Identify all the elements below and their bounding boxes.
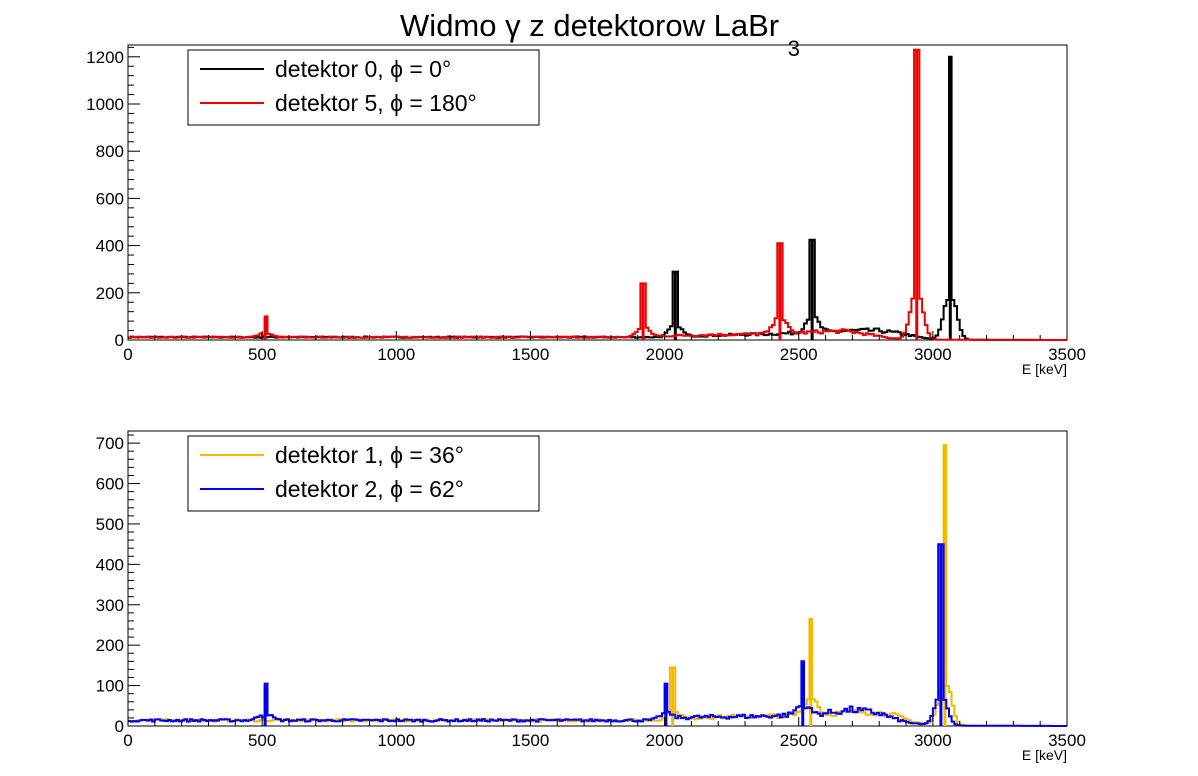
- legend-box: [187, 49, 540, 126]
- y-tick-label: 700: [96, 434, 124, 453]
- x-tick-label: 500: [248, 731, 276, 750]
- x-tick-label: 3000: [914, 345, 952, 364]
- x-tick-label: 1000: [377, 731, 415, 750]
- plot-frame: [127, 44, 1068, 341]
- x-tick-label: 3500: [1048, 731, 1086, 750]
- y-tick-label: 400: [96, 237, 124, 256]
- y-tick-label: 1200: [86, 48, 124, 67]
- x-tick-label: 1000: [377, 345, 415, 364]
- x-tick-label: 2000: [646, 731, 684, 750]
- legend-entry: detektor 2, ϕ = 62°: [275, 476, 464, 502]
- x-tick-label: 3500: [1048, 345, 1086, 364]
- legend-entry: detektor 1, ϕ = 36°: [275, 442, 464, 468]
- legend-entry: detektor 5, ϕ = 180°: [275, 90, 477, 116]
- y-tick-label: 0: [115, 331, 124, 350]
- y-tick-label: 500: [96, 515, 124, 534]
- y-tick-label: 1000: [86, 95, 124, 114]
- chart-title: Widmo γ z detektorow LaBr 3: [400, 8, 800, 61]
- x-tick-label: 3000: [914, 731, 952, 750]
- series-2-histogram: [128, 543, 1067, 727]
- chart-title-subscript: 3: [788, 36, 800, 61]
- x-tick-label: 0: [123, 731, 132, 750]
- x-tick-label: 2500: [780, 731, 818, 750]
- x-axis-label: E [keV]: [1022, 747, 1067, 763]
- chart-legend: detektor 0, ϕ = 0° detektor 5, ϕ = 180°: [187, 49, 540, 126]
- y-tick-label: 200: [96, 636, 124, 655]
- y-tick-label: 800: [96, 142, 124, 161]
- x-tick-label: 1500: [512, 345, 550, 364]
- x-axis-label: E [keV]: [1022, 361, 1067, 377]
- y-tick-label: 300: [96, 596, 124, 615]
- plot-frame: [127, 430, 1068, 727]
- x-tick-label: 0: [123, 345, 132, 364]
- series-2-histogram: [128, 48, 1067, 341]
- x-tick-label: 1500: [512, 731, 550, 750]
- legend-box: [187, 435, 540, 512]
- y-tick-label: 600: [96, 475, 124, 494]
- y-tick-label: 100: [96, 677, 124, 696]
- y-tick-label: 0: [115, 717, 124, 736]
- chart-legend: detektor 1, ϕ = 36° detektor 2, ϕ = 62°: [187, 435, 540, 512]
- y-tick-label: 400: [96, 555, 124, 574]
- x-tick-label: 2000: [646, 345, 684, 364]
- y-tick-label: 600: [96, 189, 124, 208]
- x-tick-label: 500: [248, 345, 276, 364]
- x-tick-label: 2500: [780, 345, 818, 364]
- legend-entry: detektor 0, ϕ = 0°: [275, 56, 451, 82]
- y-tick-label: 200: [96, 284, 124, 303]
